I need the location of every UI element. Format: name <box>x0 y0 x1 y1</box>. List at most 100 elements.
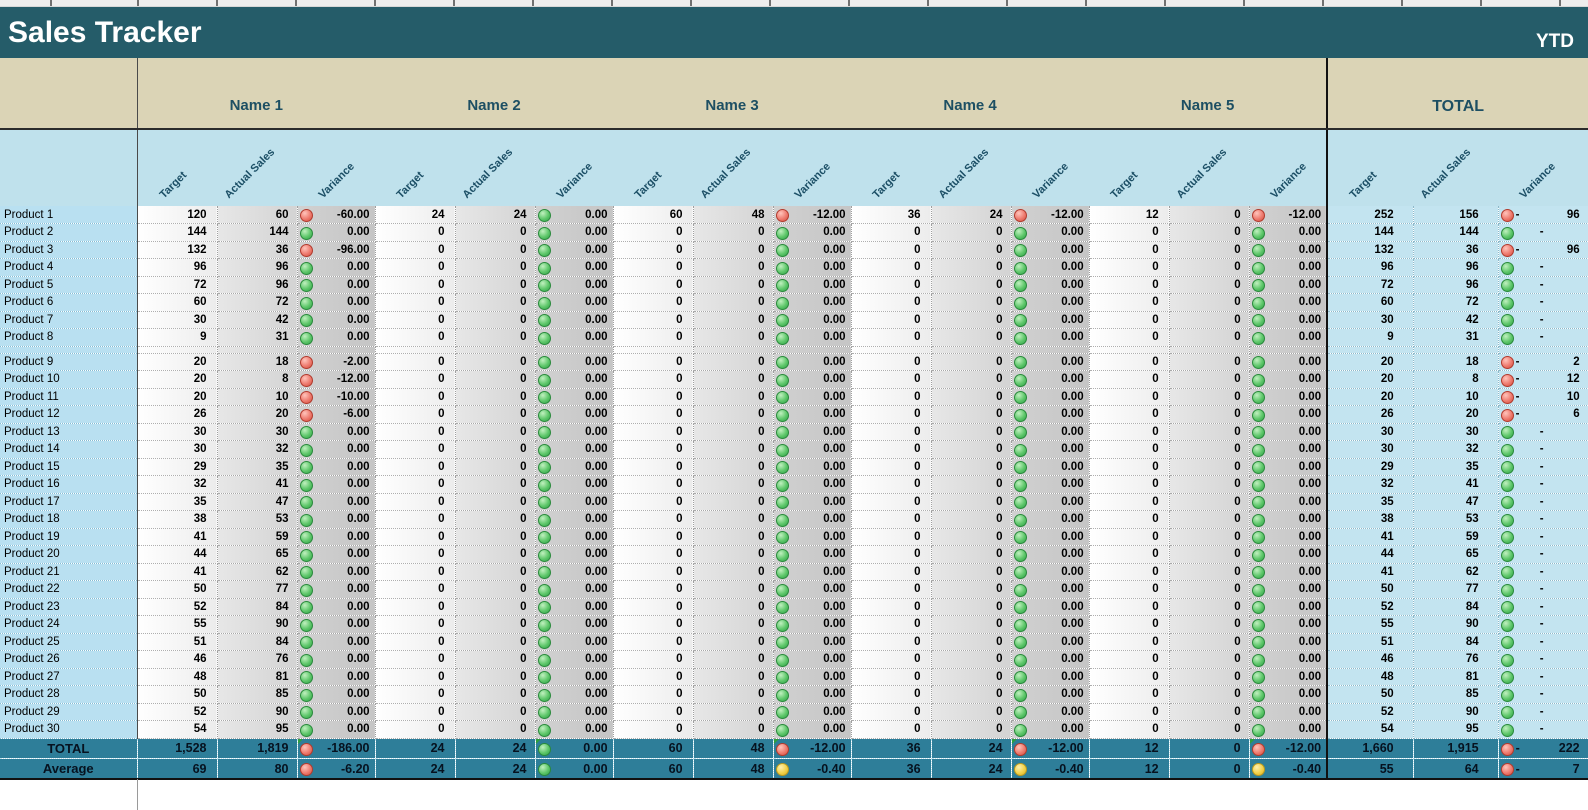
cell-target[interactable]: 0 <box>1089 258 1170 277</box>
cell-variance[interactable]: 0.00 <box>535 580 614 599</box>
cell-actual[interactable]: 0 <box>455 423 536 441</box>
cell-variance[interactable]: 0.00 <box>1249 510 1328 529</box>
cell-target[interactable]: 0 <box>613 598 694 616</box>
cell-total-actual[interactable]: 35 <box>1413 458 1499 476</box>
cell-variance[interactable]: 0.00 <box>297 423 376 441</box>
cell-target[interactable]: 0 <box>613 720 694 739</box>
cell-total-variance[interactable]: - <box>1498 258 1588 277</box>
cell-variance[interactable]: 0.00 <box>1249 328 1328 347</box>
cell-target[interactable]: 0 <box>851 440 932 459</box>
cell-total-target[interactable]: 96 <box>1326 258 1414 277</box>
group-header-name-5[interactable]: Name 5 <box>1089 58 1328 130</box>
cell-variance[interactable]: 0.00 <box>1249 458 1328 476</box>
cell-target[interactable]: 0 <box>375 580 456 599</box>
footer-total-target[interactable]: 1,660 <box>1326 738 1414 759</box>
cell-target[interactable]: 0 <box>613 563 694 581</box>
cell-total-target[interactable]: 32 <box>1326 475 1414 494</box>
cell-target[interactable]: 41 <box>137 563 218 581</box>
cell-variance[interactable]: 0.00 <box>1249 388 1328 406</box>
product-label-cell[interactable]: Product 18 <box>0 510 138 529</box>
cell-target[interactable]: 0 <box>1089 668 1170 686</box>
cell-actual[interactable]: 65 <box>217 545 298 564</box>
cell-variance[interactable]: 0.00 <box>297 615 376 634</box>
cell-target[interactable]: 0 <box>851 545 932 564</box>
cell-target[interactable]: 0 <box>613 423 694 441</box>
cell-variance[interactable]: 0.00 <box>1249 528 1328 546</box>
cell-target[interactable]: 0 <box>613 650 694 669</box>
cell-variance[interactable]: 0.00 <box>297 528 376 546</box>
cell-actual[interactable]: 0 <box>455 475 536 494</box>
cell-actual[interactable]: 0 <box>693 633 774 651</box>
cell-target[interactable]: 0 <box>613 293 694 312</box>
cell-target[interactable]: 0 <box>375 223 456 242</box>
col-header-actual-sales[interactable]: Actual Sales <box>217 129 297 206</box>
cell-actual[interactable]: 76 <box>217 650 298 669</box>
cell-target[interactable]: 0 <box>375 311 456 329</box>
cell-actual[interactable]: 0 <box>1169 528 1250 546</box>
cell-total-actual[interactable]: 30 <box>1413 423 1499 441</box>
footer-total-target[interactable]: 55 <box>1326 758 1414 780</box>
cell-target[interactable]: 54 <box>137 720 218 739</box>
cell-target[interactable]: 0 <box>851 258 932 277</box>
cell-total-variance[interactable]: - <box>1498 510 1588 529</box>
cell-target[interactable]: 0 <box>375 633 456 651</box>
cell-variance[interactable]: 0.00 <box>535 650 614 669</box>
cell-target[interactable]: 52 <box>137 598 218 616</box>
cell-variance[interactable]: 0.00 <box>1249 703 1328 721</box>
product-label-cell[interactable]: Product 26 <box>0 650 138 669</box>
cell-actual[interactable]: 0 <box>455 440 536 459</box>
cell-target[interactable]: 0 <box>613 458 694 476</box>
cell-variance[interactable]: 0.00 <box>1011 510 1090 529</box>
footer-average-label[interactable]: Average <box>0 758 138 780</box>
cell-total-variance[interactable]: - <box>1498 311 1588 329</box>
cell-variance[interactable]: 0.00 <box>297 580 376 599</box>
cell-variance[interactable]: 0.00 <box>773 615 852 634</box>
cell-variance[interactable]: 0.00 <box>1249 580 1328 599</box>
cell-actual[interactable]: 84 <box>217 633 298 651</box>
cell-total-target[interactable]: 30 <box>1326 423 1414 441</box>
product-label-cell[interactable]: Product 21 <box>0 563 138 581</box>
cell-actual[interactable]: 90 <box>217 703 298 721</box>
cell-variance[interactable]: 0.00 <box>535 241 614 259</box>
cell-actual[interactable]: 0 <box>1169 311 1250 329</box>
cell-actual[interactable]: 0 <box>455 370 536 389</box>
cell-actual[interactable]: 8 <box>217 370 298 389</box>
cell-actual[interactable]: 0 <box>931 545 1012 564</box>
cell-actual[interactable]: 0 <box>1169 563 1250 581</box>
col-header-target[interactable]: Target <box>137 129 217 206</box>
cell-target[interactable]: 0 <box>851 493 932 511</box>
cell-variance[interactable]: 0.00 <box>1011 458 1090 476</box>
cell-variance[interactable]: 0.00 <box>535 258 614 277</box>
cell-actual[interactable]: 42 <box>217 311 298 329</box>
cell-total-actual[interactable]: 41 <box>1413 475 1499 494</box>
cell-total-actual[interactable]: 81 <box>1413 668 1499 686</box>
cell-actual[interactable]: 0 <box>693 353 774 371</box>
cell-actual[interactable]: 48 <box>693 206 774 224</box>
cell-total-actual[interactable]: 84 <box>1413 598 1499 616</box>
product-label-cell[interactable]: Product 17 <box>0 493 138 511</box>
cell-actual[interactable]: 0 <box>931 615 1012 634</box>
cell-variance[interactable]: 0.00 <box>535 388 614 406</box>
cell-actual[interactable]: 0 <box>693 668 774 686</box>
cell-actual[interactable]: 0 <box>931 475 1012 494</box>
cell-variance[interactable]: -60.00 <box>297 206 376 224</box>
cell-variance[interactable]: 0.00 <box>297 720 376 739</box>
cell-total-variance[interactable]: - 96 <box>1498 241 1588 259</box>
footer-cell-actual[interactable]: 1,819 <box>217 738 298 759</box>
cell-actual[interactable]: 0 <box>693 580 774 599</box>
cell-variance[interactable]: 0.00 <box>297 493 376 511</box>
cell-actual[interactable]: 0 <box>1169 440 1250 459</box>
cell-actual[interactable]: 53 <box>217 510 298 529</box>
cell-target[interactable]: 0 <box>851 293 932 312</box>
cell-actual[interactable]: 0 <box>931 440 1012 459</box>
cell-total-actual[interactable]: 62 <box>1413 563 1499 581</box>
cell-actual[interactable]: 0 <box>693 423 774 441</box>
cell-target[interactable]: 0 <box>1089 720 1170 739</box>
product-label-cell[interactable]: Product 23 <box>0 598 138 616</box>
cell-target[interactable]: 0 <box>613 223 694 242</box>
cell-total-actual[interactable]: 18 <box>1413 353 1499 371</box>
cell-actual[interactable]: 0 <box>693 493 774 511</box>
col-header-target[interactable]: Target <box>613 129 694 206</box>
footer-total-variance[interactable]: -7 <box>1498 758 1588 780</box>
cell-variance[interactable]: 0.00 <box>535 353 614 371</box>
